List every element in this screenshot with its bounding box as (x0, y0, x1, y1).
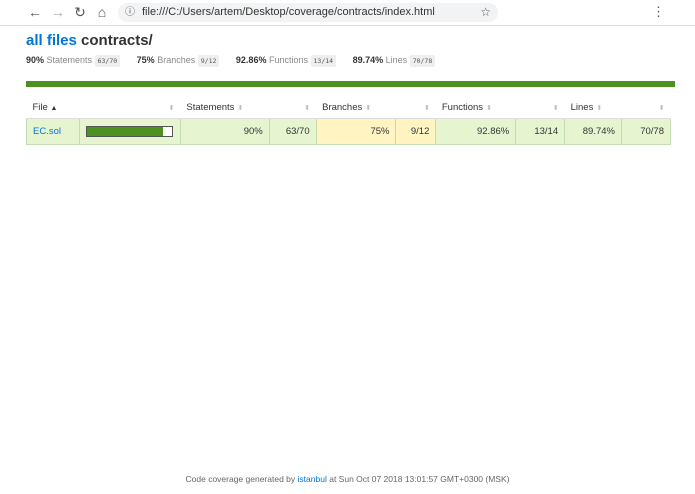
address-bar[interactable]: ⓘ file:///C:/Users/artem/Desktop/coverag… (118, 3, 498, 22)
file-cell: EC.sol (26, 118, 80, 145)
branches-pct: 75% (315, 118, 397, 145)
star-icon[interactable]: ☆ (480, 5, 491, 19)
label: Functions (441, 102, 484, 113)
header-lines-raw[interactable]: ⬍ (621, 97, 671, 119)
lines-pct: 89.74% (564, 118, 622, 145)
table-row: EC.sol 90% 63/70 75% 9/12 92.86% 13/14 8… (26, 118, 671, 145)
fraction: 63/70 (94, 55, 121, 67)
footer-timestamp: at Sun Oct 07 2018 13:01:57 GMT+0300 (MS… (329, 474, 510, 484)
pct: 75% (136, 55, 155, 65)
fraction: 9/12 (197, 55, 220, 67)
sort-icon: ⬍ (658, 105, 665, 112)
label: Branches (157, 55, 196, 65)
summary-lines: 89.74% Lines 70/78 (352, 55, 436, 67)
branches-frac: 9/12 (395, 118, 437, 145)
pct: 89.74% (352, 55, 384, 65)
label: Statements (186, 102, 235, 113)
info-icon[interactable]: ⓘ (125, 7, 135, 18)
footer-prefix: Code coverage generated by (185, 474, 296, 484)
header-statements[interactable]: Statements ⬍ (180, 97, 270, 119)
coverage-summary: 90% Statements 63/70 75% Branches 9/12 9… (26, 55, 449, 67)
url-text[interactable]: file:///C:/Users/artem/Desktop/coverage/… (142, 6, 435, 18)
functions-frac: 13/14 (515, 118, 566, 145)
istanbul-link[interactable]: istanbul (297, 474, 327, 484)
summary-functions: 92.86% Functions 13/14 (235, 55, 337, 67)
sort-icon: ⬍ (365, 105, 372, 112)
lines-frac: 70/78 (621, 118, 671, 145)
browser-toolbar: ← → ↻ ⌂ ⓘ file:///C:/Users/artem/Desktop… (0, 0, 695, 26)
sort-asc-icon: ▲ (50, 105, 58, 112)
header-statements-raw[interactable]: ⬍ (269, 97, 317, 119)
footer: Code coverage generated by istanbul at S… (0, 474, 695, 484)
pct: 90% (26, 55, 45, 65)
summary-branches: 75% Branches 9/12 (136, 55, 220, 67)
fraction: 70/78 (409, 55, 436, 67)
header-lines[interactable]: Lines ⬍ (564, 97, 622, 119)
all-files-link[interactable]: all files (26, 32, 77, 49)
summary-statements: 90% Statements 63/70 (26, 55, 121, 67)
functions-pct: 92.86% (435, 118, 517, 145)
header-branches-raw[interactable]: ⬍ (395, 97, 436, 119)
label: Functions (268, 55, 308, 65)
sort-icon: ⬍ (486, 105, 492, 112)
sort-icon: ⬍ (237, 105, 244, 112)
coverage-bar (85, 126, 173, 137)
sort-icon: ⬍ (596, 105, 603, 112)
current-path: contracts/ (81, 32, 153, 49)
header-branches[interactable]: Branches ⬍ (316, 97, 396, 119)
pct: 92.86% (235, 55, 267, 65)
status-bar (26, 81, 675, 87)
label: Statements (46, 55, 93, 65)
statements-frac: 63/70 (268, 118, 317, 145)
coverage-table: File ▲ ⬍ Statements ⬍ ⬍ Branches ⬍ ⬍ Funct… (26, 97, 671, 145)
reload-icon[interactable]: ↻ (74, 4, 86, 20)
sort-icon: ⬍ (168, 105, 175, 112)
back-icon[interactable]: ← (28, 4, 42, 20)
sort-icon: ⬍ (552, 105, 559, 112)
chart-cell (78, 118, 181, 145)
header-functions[interactable]: Functions ⬍ (435, 97, 516, 119)
page-title: all files contracts/ (26, 32, 153, 49)
file-link[interactable]: EC.sol (33, 126, 61, 137)
sort-icon: ⬍ (424, 105, 430, 112)
menu-icon[interactable]: ⋮ (652, 4, 665, 19)
home-icon[interactable]: ⌂ (97, 4, 107, 20)
label: Lines (570, 102, 594, 113)
header-functions-raw[interactable]: ⬍ (515, 97, 565, 119)
label: Lines (385, 55, 408, 65)
sort-icon: ⬍ (304, 105, 311, 112)
header-file[interactable]: File ▲ (26, 97, 80, 119)
coverage-bar-fill (86, 127, 164, 136)
statements-pct: 90% (179, 118, 270, 145)
header-chart-sort[interactable]: ⬍ (79, 97, 181, 119)
fraction: 13/14 (310, 55, 337, 67)
forward-icon[interactable]: → (51, 4, 65, 20)
label: Branches (322, 102, 363, 113)
label: File (32, 102, 48, 113)
